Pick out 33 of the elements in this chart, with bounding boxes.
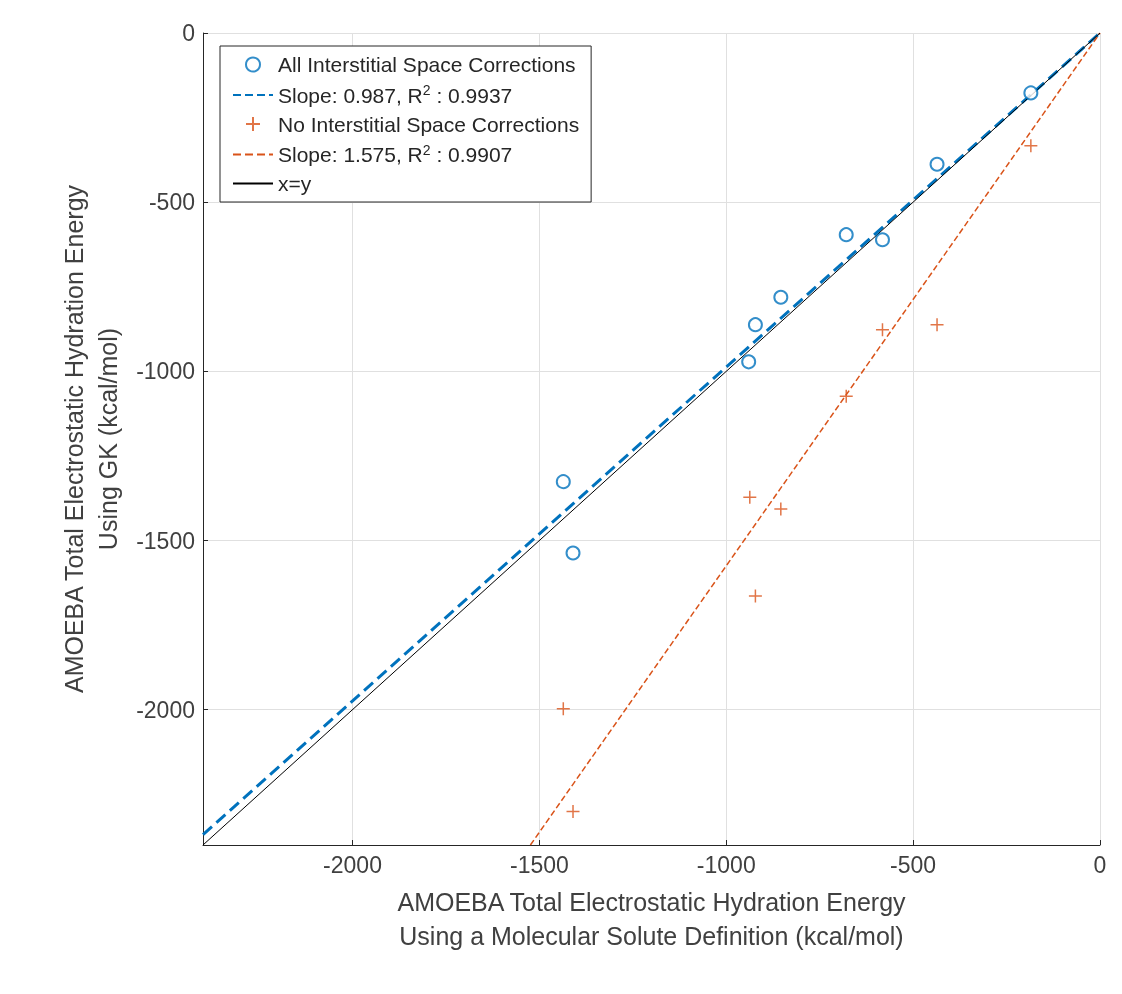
point bbox=[838, 389, 854, 404]
y-tick-label: -1500 bbox=[136, 527, 195, 554]
y-tick-label: -2000 bbox=[136, 696, 195, 723]
legend-label: No Interstitial Space Corrections bbox=[278, 112, 580, 136]
x-tick-label: 0 bbox=[1093, 851, 1107, 878]
point bbox=[741, 354, 757, 370]
point bbox=[838, 227, 854, 243]
point bbox=[565, 545, 581, 561]
x-tick-label: -1500 bbox=[509, 851, 569, 878]
legend-label: All Interstitial Space Corrections bbox=[278, 53, 576, 76]
point bbox=[875, 322, 890, 337]
x-tick-label: -500 bbox=[890, 851, 937, 878]
point bbox=[1023, 138, 1039, 153]
point bbox=[929, 156, 945, 172]
point bbox=[565, 804, 581, 819]
point bbox=[874, 232, 890, 248]
point bbox=[555, 474, 571, 490]
y-tick-label: -500 bbox=[148, 189, 195, 216]
x-tick-label: -1000 bbox=[696, 851, 756, 878]
point bbox=[773, 501, 789, 517]
x-tick-label: -2000 bbox=[323, 851, 382, 878]
y-tick-label: 0 bbox=[182, 20, 195, 46]
point bbox=[747, 317, 763, 333]
point bbox=[929, 317, 945, 332]
point bbox=[1023, 85, 1039, 101]
point bbox=[773, 289, 789, 305]
y-axis-title: AMOEBA Total Electrostatic Hydration Energy Using GK (kcal/mol) bbox=[60, 184, 123, 694]
point bbox=[556, 701, 571, 716]
legend-label: x=y bbox=[278, 172, 312, 195]
y-tick-label: -1000 bbox=[136, 358, 195, 385]
point bbox=[742, 489, 758, 505]
x-axis-title: AMOEBA Total Electrostatic Hydration Energy Using a Molecular Solute Definition (kcal/mol) bbox=[397, 888, 907, 950]
point bbox=[748, 588, 763, 604]
